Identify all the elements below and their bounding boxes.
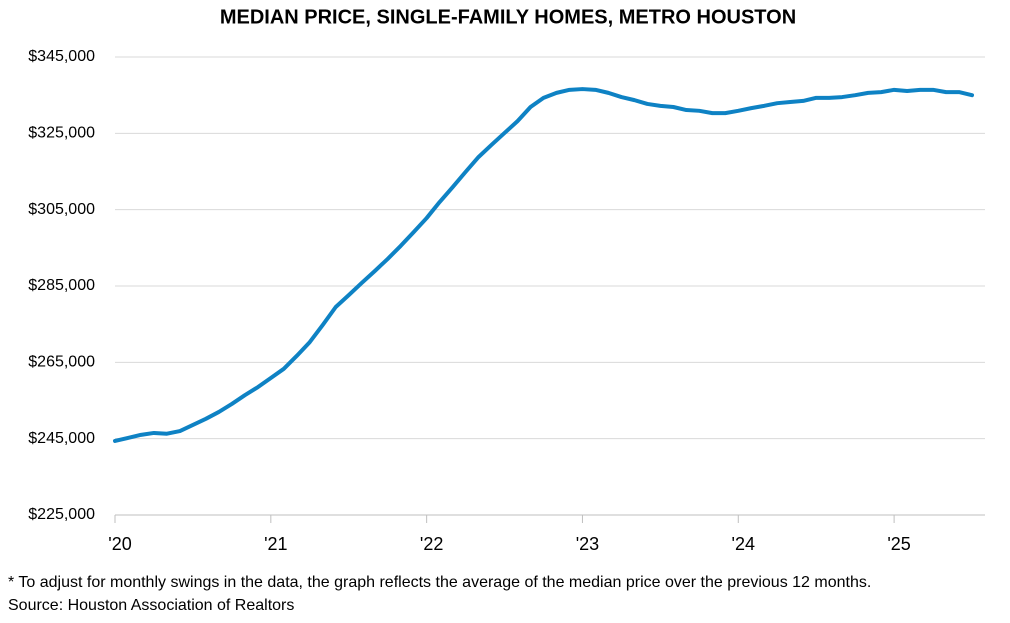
- y-tick-label: $345,000: [28, 48, 95, 65]
- x-tick-label: '25: [887, 534, 910, 554]
- x-tick-label: '20: [108, 534, 131, 554]
- y-tick-label: $305,000: [28, 201, 95, 218]
- y-tick-label: $245,000: [28, 430, 95, 447]
- line: [113, 87, 975, 443]
- x-tick-label: '23: [576, 534, 599, 554]
- x-tick-label: '22: [420, 534, 443, 554]
- chart-title: MEDIAN PRICE, SINGLE-FAMILY HOMES, METRO…: [220, 6, 796, 28]
- y-tick-label: $285,000: [28, 277, 95, 294]
- y-tick-label: $225,000: [28, 506, 95, 523]
- x-tick-label: '21: [264, 534, 287, 554]
- y-tick-label: $265,000: [28, 354, 95, 371]
- y-tick-label: $325,000: [28, 125, 95, 142]
- source: Source: Houston Association of Realtors: [8, 597, 294, 614]
- footnote: * To adjust for monthly swings in the da…: [8, 574, 871, 591]
- x-tick-label: '24: [732, 534, 755, 554]
